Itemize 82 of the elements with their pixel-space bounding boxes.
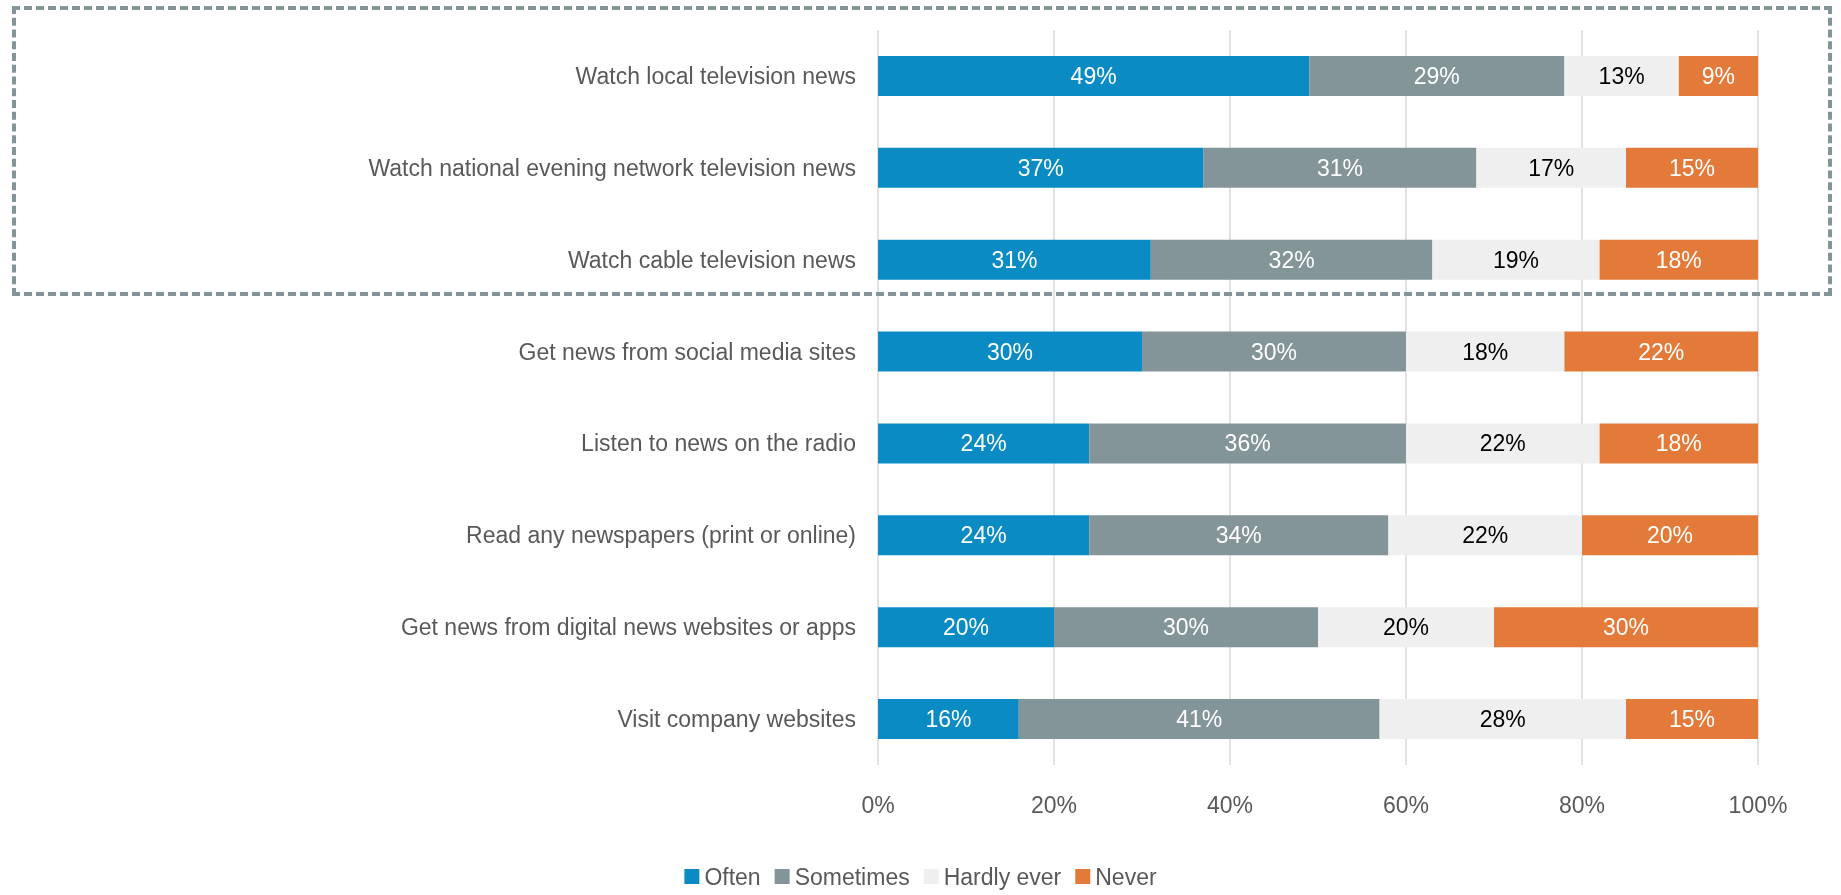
bar — [1388, 515, 1582, 556]
data-label: 30% — [1162, 614, 1210, 641]
bar — [878, 55, 1310, 96]
bar — [1406, 423, 1600, 464]
y-tick-label: Listen to news on the radio — [581, 430, 856, 457]
data-label: 22% — [1638, 338, 1685, 365]
data-label: 30% — [1602, 614, 1650, 641]
bar — [1564, 331, 1758, 372]
data-label: 31% — [1316, 154, 1364, 181]
data-label: 9% — [1701, 62, 1736, 89]
data-label: 20% — [1382, 614, 1430, 641]
data-label: 18% — [1462, 338, 1509, 365]
data-label: 16% — [925, 706, 972, 733]
bar — [1432, 239, 1600, 280]
data-label: 49% — [1070, 62, 1117, 89]
data-label: 41% — [1176, 706, 1223, 733]
bar — [878, 699, 1019, 740]
y-tick-label: Watch local television news — [575, 62, 856, 89]
x-tick-label: 80% — [1558, 791, 1606, 818]
bar — [1142, 331, 1406, 372]
x-tick-label: 40% — [1206, 791, 1254, 818]
bar — [1494, 607, 1758, 648]
bar — [1089, 423, 1406, 464]
x-tick-label: 20% — [1030, 791, 1078, 818]
x-tick-label: 60% — [1382, 791, 1430, 818]
data-label: 32% — [1268, 246, 1315, 273]
legend-label: Often — [704, 863, 761, 890]
data-label: 22% — [1462, 522, 1509, 549]
data-label: 22% — [1479, 430, 1526, 457]
data-label: 18% — [1655, 246, 1702, 273]
data-label: 15% — [1668, 706, 1716, 733]
data-label: 28% — [1479, 706, 1526, 733]
bar — [1678, 55, 1758, 96]
bar — [1582, 515, 1758, 556]
bar — [1599, 423, 1758, 464]
y-tick-label: Watch cable television news — [567, 246, 856, 273]
data-label: 20% — [1646, 522, 1694, 549]
data-label: 20% — [942, 614, 990, 641]
bar — [1406, 331, 1565, 372]
bar — [878, 147, 1204, 188]
data-label: 37% — [1017, 154, 1064, 181]
bar — [1318, 607, 1494, 648]
bar — [1476, 147, 1626, 188]
data-label: 31% — [991, 246, 1038, 273]
data-label: 18% — [1655, 430, 1702, 457]
y-tick-label: Watch national evening network television news — [368, 154, 856, 181]
bar — [1054, 607, 1318, 648]
bar — [1564, 55, 1679, 96]
bar — [1626, 699, 1758, 740]
legend-label: Never — [1095, 863, 1157, 890]
bar — [878, 515, 1090, 556]
bar — [1379, 699, 1626, 740]
legend-label: Sometimes — [794, 863, 910, 890]
bar — [878, 423, 1090, 464]
bar — [878, 331, 1142, 372]
data-label: 19% — [1492, 246, 1540, 273]
bar — [1599, 239, 1758, 280]
data-label: 36% — [1224, 430, 1271, 457]
bar — [1203, 147, 1477, 188]
bar — [1309, 55, 1565, 96]
y-tick-label: Visit company websites — [617, 706, 856, 733]
y-tick-label: Get news from digital news websites or apps — [400, 614, 856, 641]
y-tick-label: Get news from social media sites — [518, 338, 856, 365]
data-label: 30% — [986, 338, 1034, 365]
legend-label: Hardly ever — [943, 863, 1062, 890]
x-tick-label: 100% — [1728, 791, 1788, 818]
x-tick-label: 0% — [861, 791, 895, 818]
data-label: 30% — [1250, 338, 1298, 365]
bar — [878, 607, 1054, 648]
bar — [1018, 699, 1380, 740]
bar — [1150, 239, 1433, 280]
data-label: 17% — [1528, 154, 1575, 181]
bar — [1089, 515, 1389, 556]
data-label: 24% — [960, 430, 1007, 457]
y-tick-label: Read any newspapers (print or online) — [466, 522, 856, 549]
data-label: 13% — [1598, 62, 1645, 89]
bar — [1626, 147, 1758, 188]
data-label: 29% — [1413, 62, 1460, 89]
bar — [878, 239, 1151, 280]
data-label: 24% — [960, 522, 1007, 549]
data-label: 15% — [1668, 154, 1716, 181]
data-label: 34% — [1215, 522, 1262, 549]
